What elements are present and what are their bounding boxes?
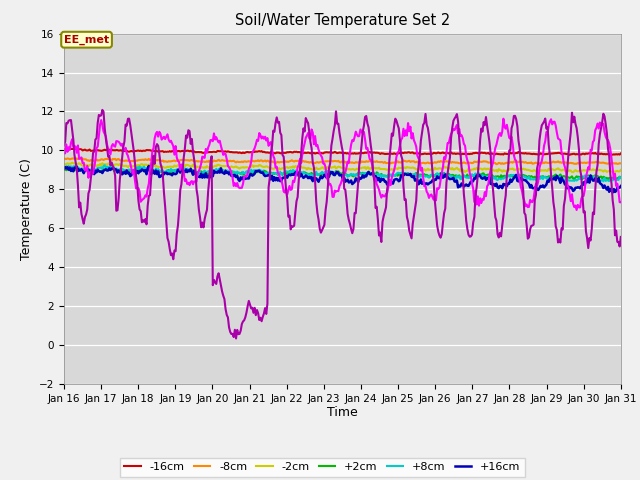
-2cm [570, 169, 577, 175]
+32cm [469, 186, 477, 192]
-2cm [234, 165, 242, 170]
-2cm [296, 164, 304, 170]
Title: Soil/Water Temperature Set 2: Soil/Water Temperature Set 2 [235, 13, 450, 28]
+8cm [296, 169, 304, 175]
-16cm [65, 145, 72, 151]
+2cm [617, 175, 625, 180]
Line: +2cm: +2cm [64, 168, 621, 179]
-8cm [568, 160, 576, 166]
-8cm [399, 157, 407, 163]
Line: +8cm: +8cm [64, 165, 621, 181]
+16cm [296, 174, 304, 180]
+32cm [573, 207, 580, 213]
-16cm [399, 150, 407, 156]
-16cm [566, 152, 573, 158]
-2cm [399, 165, 407, 171]
Line: -16cm: -16cm [64, 148, 621, 155]
+8cm [373, 172, 381, 178]
+32cm [399, 135, 406, 141]
+2cm [234, 170, 242, 176]
-16cm [234, 150, 242, 156]
+2cm [604, 176, 612, 182]
+16cm [609, 190, 616, 195]
+8cm [596, 179, 604, 184]
-8cm [60, 156, 68, 161]
-8cm [296, 158, 304, 164]
-16cm [373, 150, 381, 156]
+16cm [234, 177, 242, 182]
+8cm [234, 170, 242, 176]
+32cm [617, 200, 625, 205]
+8cm [470, 172, 478, 178]
+16cm [145, 163, 153, 169]
+64cm [401, 197, 408, 203]
X-axis label: Time: Time [327, 407, 358, 420]
+8cm [399, 171, 407, 177]
+8cm [60, 165, 68, 170]
+32cm [372, 176, 380, 181]
Line: +32cm: +32cm [64, 119, 621, 210]
+32cm [500, 116, 508, 121]
Line: -2cm: -2cm [64, 163, 621, 172]
+2cm [60, 167, 68, 173]
+8cm [617, 175, 625, 181]
+16cm [617, 183, 625, 189]
+32cm [234, 180, 241, 186]
+16cm [60, 166, 68, 172]
-8cm [493, 161, 500, 167]
-8cm [617, 160, 625, 166]
Line: +64cm: +64cm [64, 110, 621, 338]
+16cm [373, 175, 381, 180]
+64cm [472, 192, 479, 198]
+2cm [74, 165, 82, 171]
-8cm [470, 159, 478, 165]
Y-axis label: Temperature (C): Temperature (C) [20, 158, 33, 260]
Line: +16cm: +16cm [64, 166, 621, 192]
-2cm [470, 166, 478, 171]
-8cm [234, 159, 242, 165]
+64cm [99, 107, 106, 113]
+32cm [60, 151, 68, 156]
+2cm [373, 169, 381, 175]
+64cm [60, 143, 68, 148]
+32cm [295, 162, 303, 168]
Text: EE_met: EE_met [64, 35, 109, 45]
+2cm [567, 175, 575, 180]
-2cm [68, 160, 76, 166]
-16cm [296, 149, 304, 155]
-16cm [568, 151, 576, 157]
+32cm [567, 198, 575, 204]
+64cm [568, 110, 576, 116]
+64cm [298, 151, 305, 156]
-16cm [60, 146, 68, 152]
+16cm [567, 184, 575, 190]
Line: -8cm: -8cm [64, 158, 621, 164]
+16cm [399, 173, 407, 179]
+8cm [567, 178, 575, 183]
+64cm [374, 216, 381, 222]
-8cm [373, 158, 381, 164]
-16cm [617, 151, 625, 156]
+64cm [236, 331, 243, 337]
+8cm [101, 162, 109, 168]
+2cm [470, 172, 478, 178]
+64cm [617, 234, 625, 240]
+2cm [296, 168, 304, 174]
+2cm [399, 172, 407, 178]
-16cm [470, 150, 478, 156]
+64cm [232, 336, 240, 341]
-8cm [73, 156, 81, 161]
-2cm [567, 168, 575, 174]
-2cm [60, 161, 68, 167]
+16cm [470, 175, 478, 181]
-2cm [617, 167, 625, 173]
-2cm [373, 165, 381, 171]
